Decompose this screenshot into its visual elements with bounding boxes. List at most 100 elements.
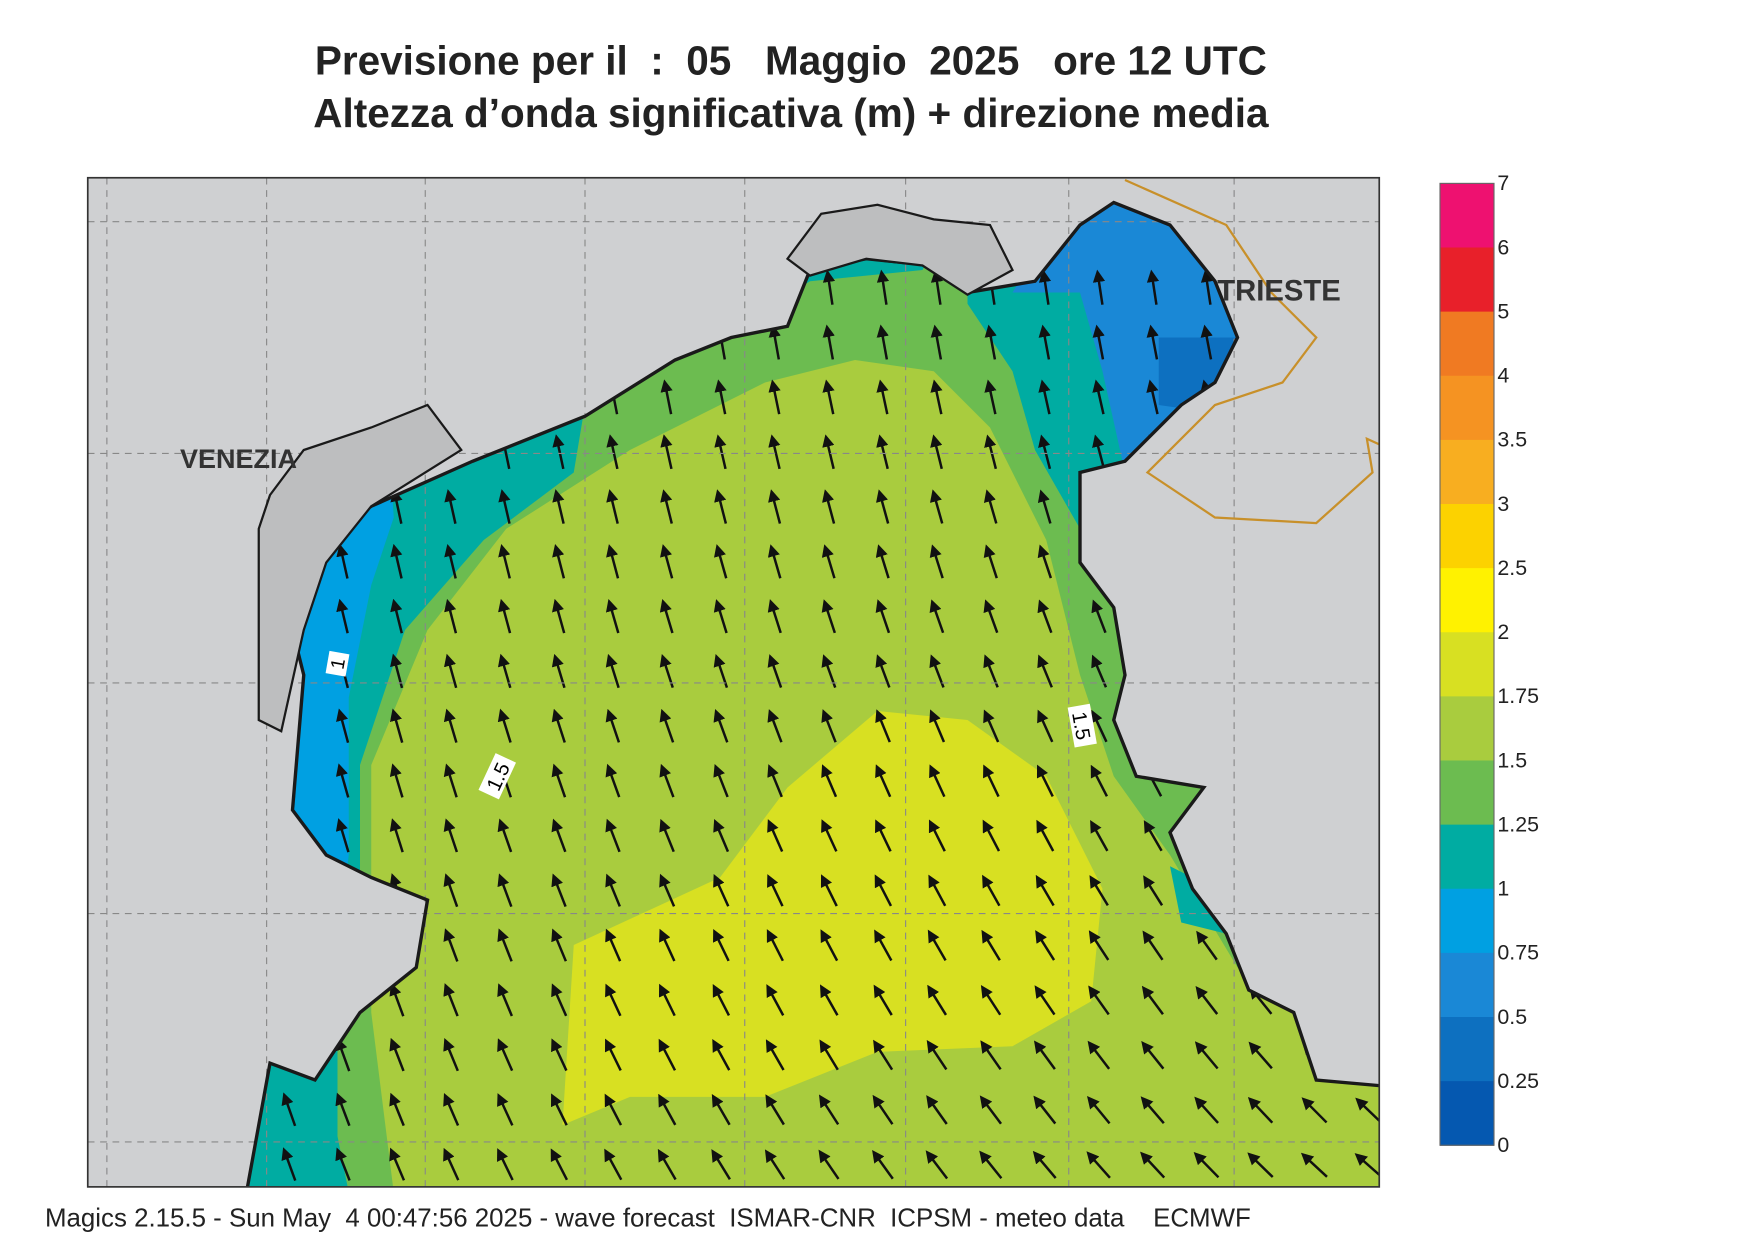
arrow xyxy=(444,543,457,579)
arrow xyxy=(659,708,675,743)
colorbar-swatch xyxy=(1440,1017,1494,1082)
arrow xyxy=(605,763,621,798)
arrow xyxy=(606,434,619,470)
arrow xyxy=(390,489,403,524)
arrow xyxy=(335,1147,351,1181)
arrow xyxy=(1036,764,1054,797)
arrow xyxy=(984,324,997,360)
arrow xyxy=(1247,1096,1274,1124)
arrow xyxy=(875,599,891,634)
arrow xyxy=(1035,874,1055,907)
arrow xyxy=(767,654,783,688)
arrow xyxy=(1036,819,1055,852)
arrow xyxy=(873,1039,894,1071)
arrow xyxy=(818,1094,840,1126)
arrow xyxy=(929,544,944,579)
arrow xyxy=(659,873,676,907)
colorbar-label: 1 xyxy=(1497,877,1509,901)
arrow xyxy=(335,1037,351,1072)
arrow xyxy=(1195,986,1219,1015)
arrow xyxy=(497,708,512,743)
arrow xyxy=(821,819,838,852)
arrow xyxy=(1194,1096,1219,1124)
arrow xyxy=(1143,820,1163,852)
arrow xyxy=(604,1038,622,1071)
arrow xyxy=(497,1148,514,1181)
arrow xyxy=(551,873,567,907)
arrow xyxy=(1088,985,1110,1016)
colorbar-label: 7 xyxy=(1497,171,1509,195)
arrow xyxy=(767,544,782,579)
arrow xyxy=(714,489,728,524)
arrow xyxy=(443,1038,459,1072)
arrow xyxy=(768,434,781,470)
arrow xyxy=(1092,379,1105,415)
arrow xyxy=(875,544,890,579)
arrow xyxy=(497,983,514,1017)
arrow xyxy=(389,1037,405,1072)
arrow xyxy=(712,1039,731,1071)
arrow xyxy=(390,543,403,579)
arrow xyxy=(714,379,727,415)
arrow xyxy=(765,1094,785,1126)
arrow xyxy=(929,764,946,798)
colorbar-swatch xyxy=(1440,632,1494,697)
colorbar-label: 3 xyxy=(1497,492,1509,516)
arrow xyxy=(768,379,781,415)
arrow xyxy=(983,709,1000,743)
arrow xyxy=(443,763,458,798)
arrow xyxy=(444,489,457,524)
arrow xyxy=(552,489,565,524)
arrow xyxy=(659,928,676,962)
colorbar-label: 6 xyxy=(1497,235,1509,259)
border xyxy=(1124,178,1380,525)
arrow xyxy=(929,599,945,634)
colorbar-swatch xyxy=(1440,439,1494,505)
arrow xyxy=(336,543,349,579)
arrow xyxy=(497,873,513,908)
arrow xyxy=(605,653,620,689)
arrow xyxy=(443,818,459,853)
arrow xyxy=(443,708,458,743)
arrow xyxy=(874,874,893,907)
arrow xyxy=(498,598,512,634)
arrow xyxy=(550,1148,569,1181)
arrow xyxy=(1196,930,1218,961)
arrow xyxy=(1248,1041,1273,1070)
arrow xyxy=(1037,489,1052,524)
arrow xyxy=(821,709,837,743)
arrow xyxy=(336,598,349,634)
arrow xyxy=(822,269,836,305)
arrow xyxy=(875,709,891,743)
colorbar-label: 1.25 xyxy=(1497,812,1539,836)
arrow xyxy=(875,764,892,798)
arrow xyxy=(390,598,403,634)
arrow xyxy=(659,599,674,634)
arrow xyxy=(930,434,943,470)
arrow xyxy=(822,489,836,524)
arrow xyxy=(389,982,405,1017)
colorbar-label: 2.5 xyxy=(1497,556,1527,580)
arrow xyxy=(875,819,892,852)
place-label: TRIESTE xyxy=(1217,275,1341,307)
arrow xyxy=(819,1039,839,1071)
arrow xyxy=(1143,875,1164,906)
arrow xyxy=(768,489,782,524)
arrow xyxy=(660,434,673,470)
arrow xyxy=(497,928,513,962)
arrow xyxy=(1088,930,1110,961)
arrow xyxy=(929,709,946,743)
arrow xyxy=(984,379,997,415)
arrow xyxy=(979,1150,1003,1180)
arrow xyxy=(335,763,350,798)
arrow xyxy=(711,1149,731,1180)
arrow xyxy=(1247,1152,1274,1178)
arrow xyxy=(820,929,839,962)
arrow xyxy=(498,489,511,524)
colorbar-label: 2 xyxy=(1497,620,1509,644)
arrow xyxy=(551,1038,568,1072)
arrow xyxy=(876,324,889,360)
arrow xyxy=(1038,434,1052,470)
arrow xyxy=(1092,269,1106,305)
